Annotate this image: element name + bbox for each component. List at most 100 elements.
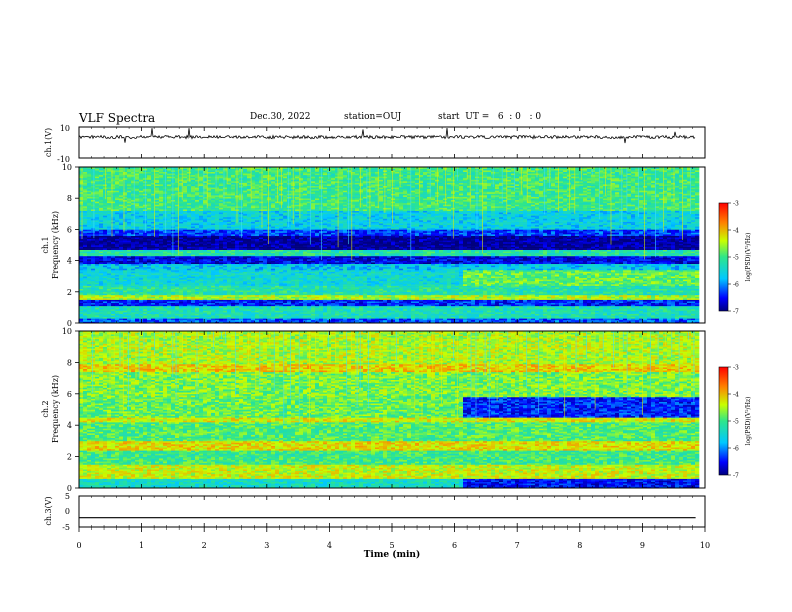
spectrogram-cell <box>103 308 108 311</box>
spectrogram-cell <box>111 293 116 296</box>
spectrogram-cell <box>115 229 120 232</box>
spectrogram-cell <box>95 167 100 169</box>
spectrogram-cell <box>115 235 120 238</box>
spectrogram-cell <box>95 182 100 185</box>
spectrogram-cell <box>95 310 100 313</box>
spectrogram-cell <box>115 316 120 319</box>
spectrogram-cell <box>95 273 100 275</box>
spectrogram-cell <box>127 302 132 305</box>
spectrogram-cell <box>155 215 160 218</box>
spectrogram-cell <box>87 318 92 321</box>
spectrogram-cell <box>119 224 124 227</box>
spectrogram-cell <box>131 319 136 322</box>
spectrogram-cell <box>135 210 140 213</box>
spectrogram-cell <box>123 249 128 252</box>
spectrogram-cell <box>159 299 164 302</box>
spectrogram-cell <box>143 287 148 289</box>
spectrogram-cell <box>87 312 92 314</box>
spectrogram-cell <box>159 223 164 226</box>
spectrogram-cell <box>123 193 128 196</box>
spectrogram-cell <box>119 285 124 288</box>
spectrogram-cell <box>83 301 88 304</box>
spectrogram-cell <box>87 173 92 176</box>
spectrogram-cell <box>99 307 104 310</box>
spectrogram-cell <box>135 224 140 227</box>
spectrogram-cell <box>95 224 100 227</box>
spectrogram-cell <box>119 308 124 311</box>
spectrogram-cell <box>143 273 148 275</box>
spectrogram-cell <box>159 207 164 210</box>
spectrogram-cell <box>103 206 108 208</box>
spectrogram-cell <box>131 224 136 227</box>
spectrogram-cell <box>155 221 160 224</box>
spectrogram-cell <box>119 179 124 182</box>
spectrogram-cell <box>79 179 84 182</box>
spectrogram-cell <box>83 249 88 252</box>
spectrogram-cell <box>103 271 108 274</box>
spectrogram-cell <box>87 234 92 236</box>
spectrogram-cell <box>87 294 92 297</box>
spectrogram-cell <box>163 291 168 294</box>
spectrogram-cell <box>79 287 84 289</box>
spectrogram-cell <box>83 260 88 263</box>
spectrogram-cell <box>135 198 140 201</box>
spectrogram-cell <box>95 234 100 236</box>
spectrogram-cell <box>119 315 124 318</box>
spectrogram-cell <box>135 280 140 283</box>
spectrogram-cell <box>143 255 148 258</box>
spectrogram-cell <box>119 280 124 283</box>
spectrogram-cell <box>147 268 152 271</box>
spectrogram-cell <box>107 260 112 263</box>
spectrogram-cell <box>119 199 124 202</box>
spectrogram-cell <box>151 312 156 314</box>
spectrogram-cell <box>91 168 96 171</box>
spectrogram-cell <box>147 210 152 213</box>
spectrogram-cell <box>139 266 144 269</box>
spectrogram-cell <box>107 265 112 268</box>
spectrogram-cell <box>163 245 168 247</box>
spectrogram-cell <box>147 182 152 185</box>
spectrogram-cell <box>119 321 124 323</box>
spectrogram-cell <box>91 220 96 222</box>
spectrogram-cell <box>131 276 136 279</box>
spectrogram-cell <box>119 171 124 174</box>
spectrogram-cell <box>99 299 104 302</box>
spectrogram-cell <box>99 312 104 314</box>
spectrogram-cell <box>167 280 172 283</box>
spectrogram-cell <box>123 245 128 247</box>
spectrogram-cell <box>135 259 140 261</box>
spectrogram-cell <box>103 313 108 316</box>
spectrogram-cell <box>83 216 88 219</box>
spectrogram-cell <box>147 218 152 221</box>
spectrogram-cell <box>83 252 88 255</box>
spectrogram-cell <box>83 287 88 289</box>
spectrogram-cell <box>147 177 152 180</box>
spectrogram-cell <box>111 235 116 238</box>
spectrogram-cell <box>87 257 92 260</box>
spectrogram-cell <box>159 284 164 286</box>
spectrogram-cell <box>115 185 120 188</box>
spectrogram-cell <box>91 248 96 250</box>
spectrogram-cell <box>139 249 144 252</box>
spectrogram-cell <box>119 263 124 266</box>
spectrogram-cell <box>103 209 108 211</box>
spectrogram-cell <box>119 167 124 169</box>
spectrogram-cell <box>127 260 132 263</box>
spectrogram-cell <box>151 301 156 304</box>
spectrogram-cell <box>127 299 132 302</box>
spectrogram-cell <box>115 287 120 289</box>
spectrogram-cell <box>95 302 100 305</box>
spectrogram-cell <box>147 171 152 174</box>
spectrogram-cell <box>87 287 92 289</box>
spectrogram-cell <box>115 170 120 172</box>
spectrogram-cell <box>79 308 84 311</box>
spectrogram-cell <box>107 213 112 216</box>
spectrogram-cell <box>83 290 88 293</box>
spectrogram-cell <box>119 298 124 300</box>
spectrogram-cell <box>135 221 140 224</box>
spectrogram-cell <box>107 246 112 249</box>
spectrogram-cell <box>135 170 140 172</box>
spectrogram-cell <box>159 293 164 296</box>
spectrogram-cell <box>147 301 152 304</box>
spectrogram-cell <box>123 215 128 218</box>
